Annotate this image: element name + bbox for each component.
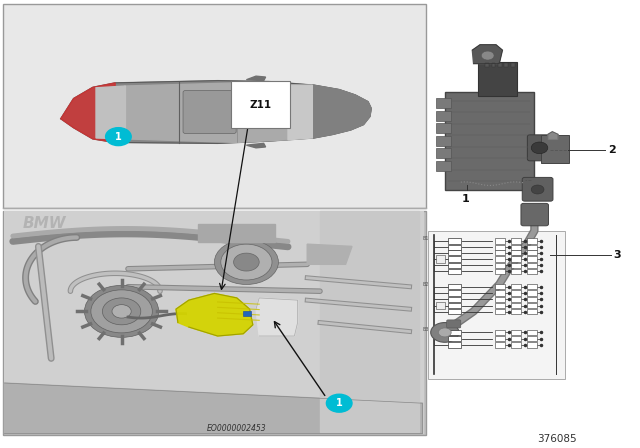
FancyBboxPatch shape <box>448 250 461 255</box>
Circle shape <box>106 128 131 146</box>
FancyBboxPatch shape <box>448 245 461 250</box>
Circle shape <box>531 185 544 194</box>
FancyBboxPatch shape <box>541 135 569 163</box>
FancyBboxPatch shape <box>492 63 495 67</box>
FancyBboxPatch shape <box>448 309 461 314</box>
Polygon shape <box>314 85 371 138</box>
Text: EO0000002453: EO0000002453 <box>207 424 267 433</box>
Circle shape <box>221 244 272 280</box>
FancyBboxPatch shape <box>495 245 505 250</box>
Polygon shape <box>320 211 419 432</box>
FancyBboxPatch shape <box>511 250 521 255</box>
FancyBboxPatch shape <box>495 336 505 341</box>
FancyBboxPatch shape <box>183 90 236 134</box>
Circle shape <box>531 142 548 154</box>
FancyBboxPatch shape <box>527 290 537 296</box>
Circle shape <box>438 328 451 337</box>
FancyBboxPatch shape <box>448 263 461 268</box>
FancyBboxPatch shape <box>511 269 521 274</box>
FancyBboxPatch shape <box>527 263 537 268</box>
FancyBboxPatch shape <box>428 231 565 379</box>
Circle shape <box>102 298 141 325</box>
Polygon shape <box>61 81 371 143</box>
FancyBboxPatch shape <box>522 177 553 201</box>
FancyBboxPatch shape <box>511 303 521 308</box>
FancyBboxPatch shape <box>436 136 451 146</box>
FancyBboxPatch shape <box>495 250 505 255</box>
Polygon shape <box>96 86 125 139</box>
FancyBboxPatch shape <box>511 284 521 289</box>
FancyBboxPatch shape <box>511 263 521 268</box>
FancyBboxPatch shape <box>511 256 521 262</box>
Text: B2: B2 <box>422 281 429 287</box>
FancyBboxPatch shape <box>448 284 461 289</box>
FancyBboxPatch shape <box>495 256 505 262</box>
FancyBboxPatch shape <box>527 256 537 262</box>
FancyBboxPatch shape <box>448 269 461 274</box>
FancyBboxPatch shape <box>495 297 505 302</box>
Polygon shape <box>246 143 266 148</box>
Polygon shape <box>246 76 266 81</box>
FancyBboxPatch shape <box>445 92 534 190</box>
Circle shape <box>326 394 352 412</box>
FancyBboxPatch shape <box>436 302 445 309</box>
Text: 376085: 376085 <box>537 434 577 444</box>
FancyBboxPatch shape <box>448 297 461 302</box>
Circle shape <box>431 323 459 342</box>
Text: 1: 1 <box>336 398 342 408</box>
Polygon shape <box>307 244 352 264</box>
FancyBboxPatch shape <box>527 336 537 341</box>
FancyBboxPatch shape <box>495 238 505 244</box>
FancyBboxPatch shape <box>511 63 515 67</box>
Text: 1: 1 <box>115 132 122 142</box>
FancyBboxPatch shape <box>498 63 502 67</box>
FancyBboxPatch shape <box>527 303 537 308</box>
FancyBboxPatch shape <box>495 284 505 289</box>
FancyBboxPatch shape <box>527 297 537 302</box>
FancyBboxPatch shape <box>4 211 424 434</box>
Polygon shape <box>256 298 298 336</box>
FancyBboxPatch shape <box>3 4 426 208</box>
FancyBboxPatch shape <box>448 342 461 348</box>
Circle shape <box>214 240 278 284</box>
FancyBboxPatch shape <box>495 290 505 296</box>
FancyBboxPatch shape <box>504 63 508 67</box>
Circle shape <box>91 290 152 333</box>
FancyBboxPatch shape <box>448 290 461 296</box>
FancyBboxPatch shape <box>511 297 521 302</box>
Polygon shape <box>472 45 502 64</box>
Polygon shape <box>4 383 422 434</box>
FancyBboxPatch shape <box>495 303 505 308</box>
Polygon shape <box>288 85 312 140</box>
FancyBboxPatch shape <box>511 290 521 296</box>
FancyBboxPatch shape <box>436 111 451 121</box>
FancyBboxPatch shape <box>436 123 451 133</box>
Circle shape <box>84 285 159 337</box>
FancyBboxPatch shape <box>527 135 552 161</box>
FancyBboxPatch shape <box>527 269 537 274</box>
FancyBboxPatch shape <box>478 62 517 96</box>
Text: 3: 3 <box>613 250 621 260</box>
FancyBboxPatch shape <box>436 98 451 108</box>
Text: 2: 2 <box>608 145 616 155</box>
Circle shape <box>112 305 131 318</box>
FancyBboxPatch shape <box>448 256 461 262</box>
Circle shape <box>481 51 494 60</box>
Circle shape <box>234 253 259 271</box>
FancyBboxPatch shape <box>495 309 505 314</box>
Polygon shape <box>125 83 288 142</box>
Polygon shape <box>176 293 253 336</box>
Text: 1: 1 <box>462 194 470 204</box>
Text: BMW: BMW <box>22 216 66 232</box>
FancyBboxPatch shape <box>521 203 548 226</box>
FancyBboxPatch shape <box>511 238 521 244</box>
FancyBboxPatch shape <box>448 303 461 308</box>
FancyBboxPatch shape <box>511 330 521 335</box>
FancyBboxPatch shape <box>495 342 505 348</box>
FancyBboxPatch shape <box>527 342 537 348</box>
FancyBboxPatch shape <box>511 245 521 250</box>
FancyBboxPatch shape <box>448 238 461 244</box>
FancyBboxPatch shape <box>495 263 505 268</box>
FancyBboxPatch shape <box>495 269 505 274</box>
